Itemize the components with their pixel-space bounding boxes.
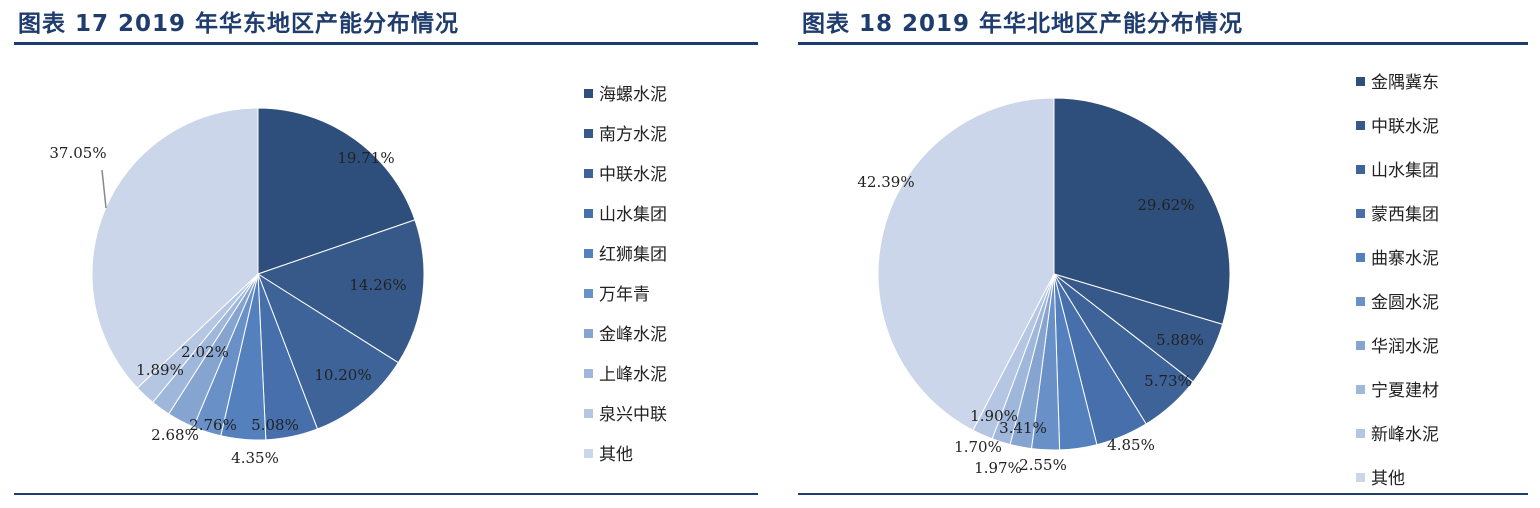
slice-value-label: 1.89%	[136, 361, 184, 379]
legend-item: 泉兴中联	[584, 400, 667, 425]
legend-label: 万年青	[599, 285, 650, 305]
slice-value-label: 29.62%	[1137, 196, 1194, 214]
slice-value-label: 5.73%	[1144, 372, 1192, 390]
slice-value-label: 5.08%	[251, 416, 299, 434]
legend-swatch	[584, 249, 593, 258]
pie-slice-2	[256, 219, 425, 364]
slice-value-label: 2.02%	[181, 343, 229, 361]
pie-slice-10	[91, 107, 259, 389]
legend-item: 曲寨水泥	[1356, 244, 1439, 269]
legend-item: 中联水泥	[584, 160, 667, 185]
legend-label: 中联水泥	[599, 165, 667, 185]
slice-value-label: 4.85%	[1107, 436, 1155, 454]
slice-value-label: 2.55%	[1019, 456, 1067, 474]
legend-label: 山水集团	[1371, 161, 1439, 181]
legend-label: 其他	[1371, 469, 1405, 489]
legend-item: 上峰水泥	[584, 360, 667, 385]
figure-17-pie-chart: 19.71% 14.26% 10.20% 5.08% 4.35% 2.76%2.68% 1.…	[49, 107, 425, 467]
legend-item: 华润水泥	[1356, 332, 1439, 357]
slice-value-label: 2.76%	[189, 416, 237, 434]
legend-item: 宁夏建材	[1356, 376, 1439, 401]
legend-item: 金隅冀东	[1356, 68, 1439, 93]
legend-item: 山水集团	[1356, 156, 1439, 181]
legend-swatch	[584, 409, 593, 418]
legend-swatch	[1356, 385, 1365, 394]
pie-slice-3	[256, 272, 400, 430]
legend-swatch	[584, 89, 593, 98]
legend-swatch	[584, 329, 593, 338]
legend-swatch	[1356, 429, 1365, 438]
slice-value-label: 37.05%	[49, 144, 106, 162]
slice-value-label: 1.97%	[974, 459, 1022, 477]
slice-value-label: 4.35%	[231, 449, 279, 467]
leader-line	[101, 169, 107, 209]
legend-item: 中联水泥	[1356, 112, 1439, 137]
legend-label: 金圆水泥	[1371, 293, 1439, 313]
figure-18-bottom-rule	[798, 493, 1528, 495]
legend-item: 海螺水泥	[584, 80, 667, 105]
legend-label: 南方水泥	[599, 125, 667, 145]
legend-swatch	[584, 169, 593, 178]
slice-value-label: 10.20%	[314, 366, 371, 384]
legend-item: 金圆水泥	[1356, 288, 1439, 313]
legend-item: 蒙西集团	[1356, 200, 1439, 225]
legend-label: 海螺水泥	[599, 85, 667, 105]
legend-label: 华润水泥	[1371, 337, 1439, 357]
legend-swatch	[1356, 121, 1365, 130]
legend-label: 金峰水泥	[599, 325, 667, 345]
slice-value-label: 2.68%	[151, 426, 199, 444]
slice-value-label: 42.39%	[857, 173, 914, 191]
legend-swatch	[1356, 165, 1365, 174]
slice-value-label: 19.71%	[337, 149, 394, 167]
legend-item: 南方水泥	[584, 120, 667, 145]
legend-label: 宁夏建材	[1371, 381, 1439, 401]
legend-label: 蒙西集团	[1371, 205, 1439, 225]
legend-item: 红狮集团	[584, 240, 667, 265]
slice-value-label: 1.90%	[970, 407, 1018, 425]
legend-item: 其他	[1356, 464, 1405, 489]
legend-swatch	[584, 129, 593, 138]
figure-17-top-rule	[14, 42, 758, 45]
legend-item: 新峰水泥	[1356, 420, 1439, 445]
legend-label: 山水集团	[599, 205, 667, 225]
legend-swatch	[1356, 77, 1365, 86]
legend-swatch	[584, 369, 593, 378]
figure-17-bottom-rule	[14, 493, 758, 495]
legend-swatch	[584, 289, 593, 298]
legend-label: 上峰水泥	[599, 365, 667, 385]
legend-label: 其他	[599, 445, 633, 465]
legend-label: 新峰水泥	[1371, 425, 1439, 445]
legend-label: 中联水泥	[1371, 117, 1439, 137]
legend-item: 万年青	[584, 280, 650, 305]
legend-label: 曲寨水泥	[1371, 249, 1439, 269]
figure-17-title: 图表 17 2019 年华东地区产能分布情况	[18, 11, 460, 37]
legend-item: 金峰水泥	[584, 320, 667, 345]
pie-slice-1	[1053, 97, 1231, 326]
legend-label: 金隅冀东	[1371, 73, 1439, 93]
legend-swatch	[1356, 297, 1365, 306]
legend-swatch	[584, 209, 593, 218]
legend-swatch	[1356, 473, 1365, 482]
pie-slice-10	[877, 97, 1055, 431]
slice-value-label: 1.70%	[954, 438, 1002, 456]
legend-item: 山水集团	[584, 200, 667, 225]
legend-swatch	[1356, 253, 1365, 262]
figure-17-panel: 图表 17 2019 年华东地区产能分布情况 19.71% 14.26% 10.20…	[0, 0, 760, 508]
figure-18-title: 图表 18 2019 年华北地区产能分布情况	[802, 11, 1244, 37]
slice-value-label: 5.88%	[1156, 331, 1204, 349]
slice-value-label: 14.26%	[349, 276, 406, 294]
legend-label: 泉兴中联	[599, 405, 667, 425]
legend-swatch	[584, 449, 593, 458]
legend-item: 其他	[584, 440, 633, 465]
figure-18-top-rule	[798, 42, 1528, 45]
figure-18-panel: 图表 18 2019 年华北地区产能分布情况 29.62% 5.88% 5.73% 4…	[798, 0, 1540, 508]
slice-value-label: 3.41%	[999, 419, 1047, 437]
figure-18-pie-chart: 29.62% 5.88% 5.73% 4.85% 3.41% 2.55%1.97% 1.70…	[857, 97, 1231, 477]
legend-label: 红狮集团	[599, 245, 667, 265]
legend-swatch	[1356, 209, 1365, 218]
legend-swatch	[1356, 341, 1365, 350]
pie-slice-1	[257, 107, 416, 275]
